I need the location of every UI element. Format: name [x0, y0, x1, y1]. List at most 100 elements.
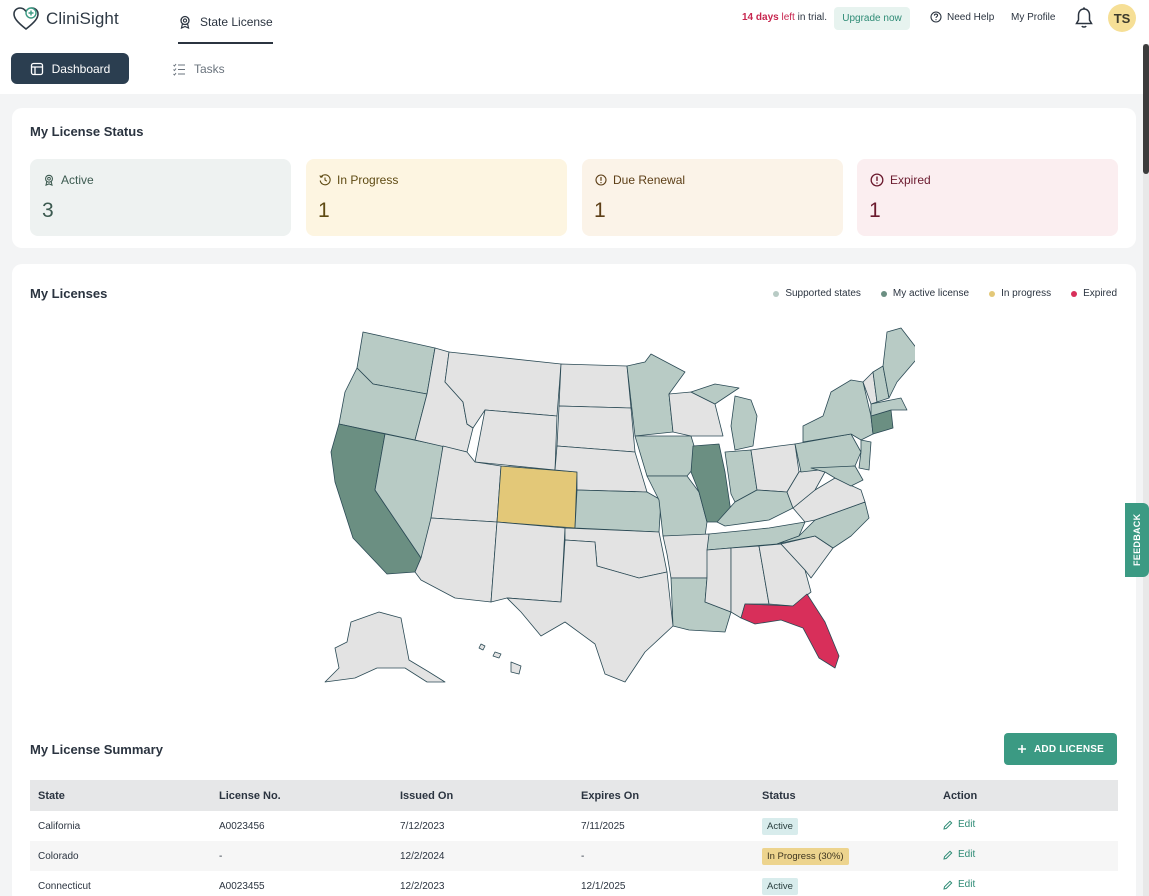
legend-expired: Expired [1071, 288, 1117, 299]
col-issued-on[interactable]: Issued On [392, 780, 573, 811]
my-licenses-title: My Licenses [30, 286, 108, 301]
legend-progress-label: In progress [1001, 288, 1052, 299]
cell-state: Connecticut [38, 880, 91, 892]
status-tile-expired-label: Expired [890, 173, 931, 187]
table-row: Connecticut A0023455 12/2/2023 12/1/2025… [30, 871, 1118, 896]
award-icon [180, 15, 190, 29]
map-state-colorado[interactable] [496, 465, 578, 529]
tab-state-license[interactable]: State License [178, 0, 273, 44]
cell-expires: 7/11/2025 [581, 820, 625, 832]
cell-issued: 12/2/2023 [400, 880, 445, 892]
need-help-link[interactable]: Need Help [930, 11, 994, 23]
edit-label: Edit [958, 849, 976, 861]
map-state-hawaii[interactable] [478, 643, 522, 675]
map-state-wyoming[interactable] [474, 409, 558, 471]
status-tile-expired[interactable]: Expired 1 [857, 159, 1118, 236]
status-tile-due-renewal[interactable]: Due Renewal 1 [582, 159, 843, 236]
layout-icon [30, 62, 43, 75]
legend-supported: Supported states [773, 288, 861, 299]
bell-icon[interactable] [1074, 6, 1094, 30]
status-tile-due-label-wrap: Due Renewal [595, 173, 685, 187]
map-state-north-carolina[interactable] [776, 501, 870, 549]
legend-active-label: My active license [892, 288, 970, 299]
map-state-texas[interactable] [506, 539, 674, 683]
help-circle-icon [930, 11, 942, 23]
legend-in-progress: In progress [989, 288, 1051, 299]
cell-issued: 7/12/2023 [400, 820, 445, 832]
map-state-new-mexico[interactable] [490, 521, 566, 603]
tasks-button[interactable]: Tasks [172, 53, 225, 84]
us-map[interactable] [295, 322, 915, 692]
app-name: CliniSight [46, 9, 119, 28]
cell-issued: 12/2/2024 [392, 841, 573, 871]
map-state-massachusetts[interactable] [870, 397, 908, 417]
col-expires-on[interactable]: Expires On [573, 780, 754, 811]
map-state-maine[interactable] [882, 327, 915, 399]
status-tile-in-progress[interactable]: In Progress 1 [306, 159, 567, 236]
status-tile-progress-label: In Progress [337, 173, 399, 187]
map-legend: Supported states My active license In pr… [773, 288, 1117, 299]
status-tile-expired-label-wrap: Expired [870, 173, 931, 187]
map-state-minnesota[interactable] [626, 353, 686, 437]
map-state-montana[interactable] [444, 351, 562, 429]
pencil-icon [943, 820, 953, 830]
cell-action: Edit [935, 811, 1118, 841]
license-summary-table: State License No. Issued On Expires On S… [30, 780, 1118, 896]
map-state-alaska[interactable] [324, 611, 446, 683]
status-tile-active[interactable]: Active 3 [30, 159, 291, 236]
col-status[interactable]: Status [754, 780, 935, 811]
app-logo[interactable]: CliniSight [12, 6, 119, 32]
legend-supported-label: Supported states [785, 288, 861, 299]
map-state-michigan[interactable] [730, 395, 758, 451]
map-state-maryland[interactable] [810, 465, 864, 487]
map-state-north-dakota[interactable] [558, 363, 632, 409]
map-state-mississippi[interactable] [704, 547, 732, 613]
upgrade-button[interactable]: Upgrade now [834, 7, 910, 30]
tasks-label: Tasks [194, 61, 225, 76]
map-state-south-dakota[interactable] [556, 405, 636, 453]
status-tile-progress-value: 1 [318, 199, 330, 222]
edit-button[interactable]: Edit [943, 879, 975, 890]
map-state-michigan-upper[interactable] [690, 383, 740, 405]
edit-label: Edit [958, 819, 976, 831]
map-state-kansas[interactable] [574, 489, 662, 533]
license-status-title: My License Status [30, 124, 144, 139]
status-tile-expired-value: 1 [869, 199, 881, 222]
pencil-icon [943, 880, 953, 890]
award-icon [45, 174, 53, 186]
pencil-icon [943, 850, 953, 860]
map-state-arkansas[interactable] [662, 533, 710, 579]
sub-navigation: Dashboard Tasks [0, 44, 1149, 94]
col-license-no[interactable]: License No. [211, 780, 392, 811]
map-state-new-york[interactable] [802, 379, 874, 443]
legend-expired-label: Expired [1083, 288, 1117, 299]
edit-button[interactable]: Edit [943, 849, 975, 860]
map-state-missouri[interactable] [646, 475, 708, 537]
table-row: California A0023456 7/12/2023 7/11/2025 … [30, 811, 1118, 841]
cell-expires: 12/1/2025 [581, 880, 626, 892]
cell-status: Active [754, 811, 935, 841]
col-state[interactable]: State [30, 780, 211, 811]
status-tile-active-value: 3 [42, 199, 54, 222]
edit-button[interactable]: Edit [943, 819, 975, 830]
trial-notice: 14 days left in trial. [742, 12, 827, 23]
map-state-virginia[interactable] [792, 477, 866, 523]
add-license-button[interactable]: ADD LICENSE [1004, 733, 1117, 765]
page-scrollbar-thumb[interactable] [1143, 44, 1149, 174]
col-action: Action [935, 780, 1118, 811]
dashboard-button[interactable]: Dashboard [11, 53, 129, 84]
map-state-iowa[interactable] [634, 435, 700, 477]
feedback-tab[interactable]: FEEDBACK [1125, 503, 1149, 577]
trial-days: 14 days [742, 12, 779, 23]
tab-state-license-label: State License [200, 15, 273, 29]
status-tile-active-label-wrap: Active [43, 173, 94, 187]
my-profile-link[interactable]: My Profile [1011, 12, 1056, 23]
legend-active: My active license [880, 288, 970, 299]
status-tile-progress-label-wrap: In Progress [319, 173, 398, 187]
cell-action: Edit [935, 841, 1118, 871]
map-state-florida[interactable] [740, 593, 840, 669]
map-state-new-jersey[interactable] [858, 439, 872, 471]
avatar[interactable]: TS [1108, 4, 1136, 32]
status-tile-due-label: Due Renewal [613, 173, 686, 187]
page-scrollbar-track[interactable] [1143, 44, 1149, 896]
